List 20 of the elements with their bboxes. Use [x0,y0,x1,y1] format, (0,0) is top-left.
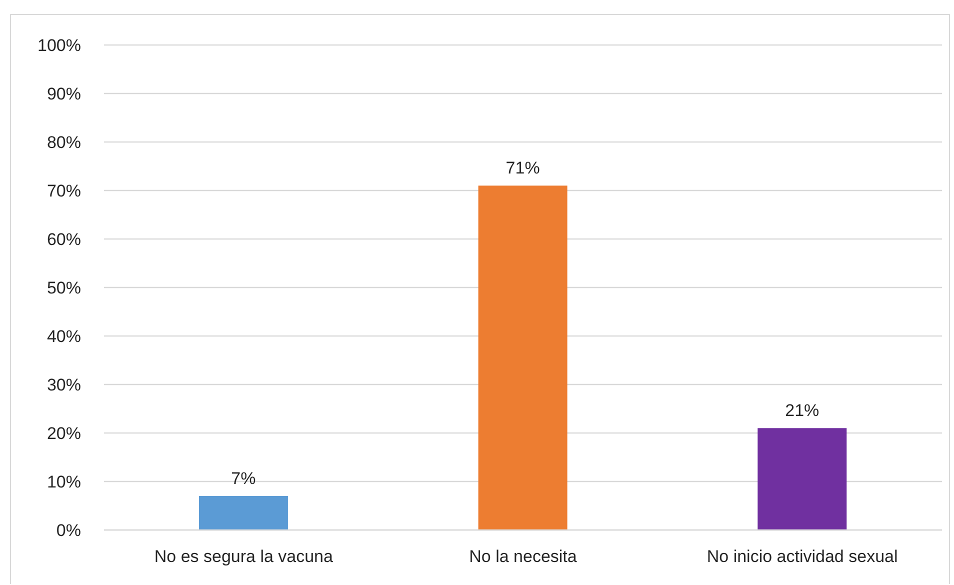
x-tick-label: No inicio actividad sexual [706,547,898,566]
bar [478,186,568,530]
data-label: 71% [506,158,540,178]
y-tick-label: 80% [46,133,81,152]
x-tick-label: No es segura la vacuna [154,547,334,566]
y-tick-label: 90% [46,84,81,104]
y-tick-label: 0% [56,521,81,540]
y-tick-label: 70% [46,182,81,201]
y-tick-label: 30% [46,376,81,395]
y-tick-label: 50% [46,278,81,298]
bar [758,428,847,530]
data-label: 7% [231,469,256,488]
y-tick-label: 40% [46,327,81,346]
data-label: 21% [785,401,820,420]
y-tick-label: 60% [46,230,81,250]
x-tick-label: No la necesita [469,547,578,566]
y-tick-label: 10% [46,472,81,492]
y-tick-label: 20% [46,424,81,444]
bar [198,496,288,530]
y-tick-label: 100% [38,36,81,56]
